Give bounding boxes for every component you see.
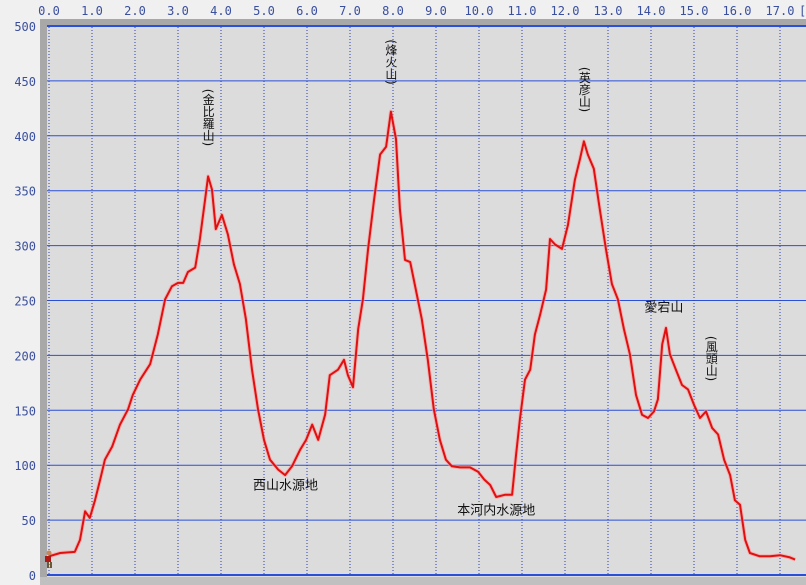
- x-tick-label: 11.0: [508, 4, 537, 18]
- y-tick-label: 500: [14, 20, 36, 34]
- x-tick-label: 13.0: [594, 4, 623, 18]
- y-tick-label: 400: [14, 130, 36, 144]
- x-tick-label: 16.0: [723, 4, 752, 18]
- hiker-icon: [45, 550, 52, 568]
- x-tick-label: 3.0: [167, 4, 189, 18]
- place-label: 本河内水源地: [457, 503, 535, 519]
- x-tick-label: 14.0: [637, 4, 666, 18]
- x-tick-label: 8.0: [382, 4, 404, 18]
- place-label: 愛宕山: [644, 300, 683, 315]
- peak-label: (金比羅山): [201, 89, 215, 146]
- peak-label: (烽火山): [384, 39, 398, 84]
- x-tick-label: 4.0: [210, 4, 232, 18]
- bottom-bar: [40, 577, 806, 585]
- x-tick-label: 0.0: [38, 4, 60, 18]
- x-tick-label: 6.0: [296, 4, 318, 18]
- x-tick-label: 2.0: [124, 4, 146, 18]
- y-tick-label: 300: [14, 240, 36, 254]
- x-tick-label: 1.0: [81, 4, 103, 18]
- y-tick-label: 50: [22, 514, 36, 528]
- x-tick-label: 15.0: [680, 4, 709, 18]
- elevation-line: [48, 110, 796, 561]
- y-tick-label: 200: [14, 349, 36, 363]
- peak-label: (風頭山): [704, 336, 718, 381]
- x-tick-label: 10.0: [465, 4, 494, 18]
- y-tick-label: 0: [29, 569, 36, 583]
- place-label: 西山水源地: [253, 478, 318, 493]
- x-unit-label: [: [799, 4, 806, 18]
- y-tick-label: 250: [14, 295, 36, 309]
- x-tick-label: 17.0: [766, 4, 795, 18]
- y-tick-label: 100: [14, 459, 36, 473]
- y-tick-label: 150: [14, 404, 36, 418]
- peak-label: (英彦山): [577, 67, 591, 112]
- y-tick-label: 450: [14, 75, 36, 89]
- x-tick-label: 9.0: [425, 4, 447, 18]
- x-tick-label: 5.0: [253, 4, 275, 18]
- y-tick-label: 350: [14, 185, 36, 199]
- x-tick-label: 12.0: [551, 4, 580, 18]
- x-tick-label: 7.0: [339, 4, 361, 18]
